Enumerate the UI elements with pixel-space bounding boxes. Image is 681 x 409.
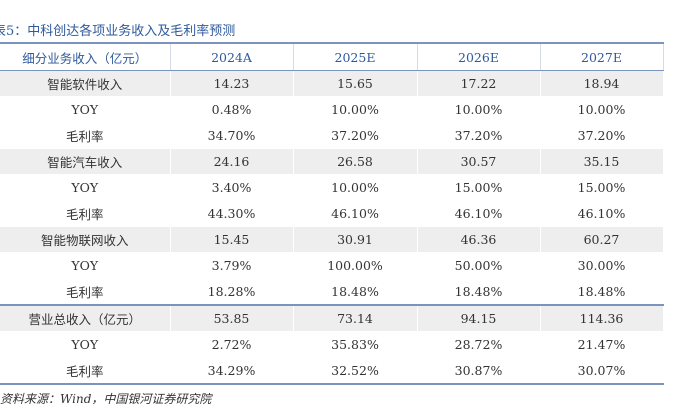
row-label: 营业总收入（亿元） <box>0 304 171 332</box>
cell: 73.14 <box>293 304 418 332</box>
row-label: YOY <box>0 96 171 123</box>
cell: 46.10% <box>293 200 418 227</box>
table-row: 智能汽车收入 24.16 26.58 30.57 35.15 <box>0 148 664 175</box>
cell: 0.48% <box>170 96 294 123</box>
row-label: 毛利率 <box>0 278 171 306</box>
table-row: YOY 2.72% 35.83% 28.72% 21.47% <box>0 331 664 358</box>
header-cell: 2026E <box>417 42 541 71</box>
cell: 18.48% <box>540 278 664 306</box>
table-row: 毛利率 44.30% 46.10% 46.10% 46.10% <box>0 200 664 227</box>
row-label: 毛利率 <box>0 357 171 385</box>
cell: 10.00% <box>540 96 664 123</box>
cell: 17.22 <box>417 70 541 97</box>
row-label: YOY <box>0 331 171 358</box>
table-row: 智能软件收入 14.23 15.65 17.22 18.94 <box>0 70 664 97</box>
cell: 37.20% <box>540 122 664 149</box>
header-cell: 2024A <box>170 42 294 71</box>
header-cell: 2027E <box>540 42 664 71</box>
cell: 46.10% <box>540 200 664 227</box>
cell: 18.94 <box>540 70 664 97</box>
header-cell: 2025E <box>293 42 418 71</box>
row-label: 智能软件收入 <box>0 70 171 97</box>
cell: 94.15 <box>417 304 541 332</box>
cell: 28.72% <box>417 331 541 358</box>
table-row: 毛利率 18.28% 18.48% 18.48% 18.48% <box>0 278 664 306</box>
row-label: 智能汽车收入 <box>0 148 171 175</box>
cell: 24.16 <box>170 148 294 175</box>
table-row: 营业总收入（亿元） 53.85 73.14 94.15 114.36 <box>0 304 664 332</box>
cell: 46.10% <box>417 200 541 227</box>
table-row: 智能物联网收入 15.45 30.91 46.36 60.27 <box>0 226 664 253</box>
data-table: 细分业务收入（亿元） 2024A 2025E 2026E 2027E 智能软件收入 14.… <box>0 42 664 385</box>
cell: 37.20% <box>293 122 418 149</box>
table-row: YOY 3.40% 10.00% 15.00% 15.00% <box>0 174 664 201</box>
table-body: 智能软件收入 14.23 15.65 17.22 18.94 YOY 0.48% 10.00%… <box>0 70 664 385</box>
cell: 30.87% <box>417 357 541 385</box>
row-label: 毛利率 <box>0 200 171 227</box>
cell: 26.58 <box>293 148 418 175</box>
cell: 10.00% <box>293 174 418 201</box>
cell: 46.36 <box>417 226 541 253</box>
cell: 30.00% <box>540 252 664 279</box>
cell: 10.00% <box>417 96 541 123</box>
header-row: 细分业务收入（亿元） 2024A 2025E 2026E 2027E <box>0 42 664 71</box>
cell: 21.47% <box>540 331 664 358</box>
cell: 60.27 <box>540 226 664 253</box>
cell: 15.45 <box>170 226 294 253</box>
table-row: 毛利率 34.29% 32.52% 30.87% 30.07% <box>0 357 664 385</box>
cell: 30.07% <box>540 357 664 385</box>
cell: 15.00% <box>417 174 541 201</box>
cell: 10.00% <box>293 96 418 123</box>
cell: 34.70% <box>170 122 294 149</box>
cell: 44.30% <box>170 200 294 227</box>
cell: 15.00% <box>540 174 664 201</box>
cell: 37.20% <box>417 122 541 149</box>
cell: 2.72% <box>170 331 294 358</box>
cell: 114.36 <box>540 304 664 332</box>
cell: 35.83% <box>293 331 418 358</box>
cell: 15.65 <box>293 70 418 97</box>
table-title: 表5：中科创达各项业务收入及毛利率预测 <box>0 24 236 39</box>
cell: 3.79% <box>170 252 294 279</box>
cell: 34.29% <box>170 357 294 385</box>
cell: 35.15 <box>540 148 664 175</box>
row-label: YOY <box>0 174 171 201</box>
table-row: YOY 0.48% 10.00% 10.00% 10.00% <box>0 96 664 123</box>
cell: 30.57 <box>417 148 541 175</box>
row-label: YOY <box>0 252 171 279</box>
cell: 53.85 <box>170 304 294 332</box>
cell: 18.28% <box>170 278 294 306</box>
cell: 14.23 <box>170 70 294 97</box>
cell: 32.52% <box>293 357 418 385</box>
table-row: YOY 3.79% 100.00% 50.00% 30.00% <box>0 252 664 279</box>
source-note: 资料来源：Wind，中国银河证券研究院 <box>0 392 212 406</box>
cell: 30.91 <box>293 226 418 253</box>
header-cell: 细分业务收入（亿元） <box>0 42 171 71</box>
row-label: 智能物联网收入 <box>0 226 171 253</box>
cell: 3.40% <box>170 174 294 201</box>
cell: 18.48% <box>417 278 541 306</box>
table-row: 毛利率 34.70% 37.20% 37.20% 37.20% <box>0 122 664 149</box>
cell: 100.00% <box>293 252 418 279</box>
row-label: 毛利率 <box>0 122 171 149</box>
cell: 18.48% <box>293 278 418 306</box>
cell: 50.00% <box>417 252 541 279</box>
